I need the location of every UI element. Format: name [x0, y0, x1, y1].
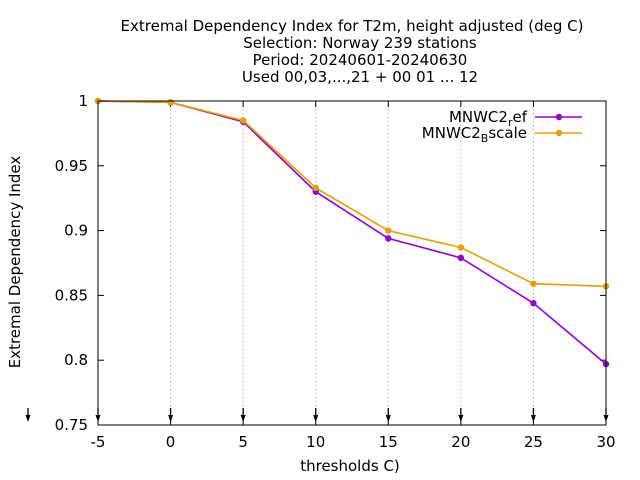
data-point — [530, 280, 537, 287]
chart-title: Extremal Dependency Index for T2m, heigh… — [121, 17, 584, 86]
legend-marker-0 — [555, 113, 563, 121]
marker-arrow-head — [458, 415, 464, 422]
bottom-markers — [25, 408, 609, 422]
x-tick-label: 5 — [238, 433, 248, 451]
y-tick-label: 0.95 — [55, 157, 88, 175]
series-line-0 — [97, 100, 607, 365]
marker-arrow-head — [385, 415, 391, 422]
legend-marker-1 — [555, 129, 563, 137]
grid — [170, 101, 534, 425]
data-point — [239, 117, 247, 124]
x-tick-label: 0 — [166, 433, 176, 451]
x-tick-label: 25 — [524, 433, 543, 451]
data-point — [312, 184, 319, 192]
title-line-3: Period: 20240601-20240630 — [253, 51, 468, 69]
data-point — [457, 244, 465, 251]
data-point — [530, 299, 537, 307]
series-line-1 — [97, 100, 607, 288]
data-point — [385, 235, 392, 242]
data-point — [167, 99, 174, 106]
marker-arrow-head — [25, 415, 31, 422]
title-line-2: Selection: Norway 239 stations — [243, 34, 477, 52]
x-tick-label: 30 — [596, 433, 615, 451]
y-tick-label: 0.75 — [55, 416, 88, 434]
axis-ticks — [97, 100, 607, 426]
x-axis-label: thresholds C) — [300, 457, 400, 475]
y-tick-labels: 0.75 0.8 0.85 0.9 0.95 1 — [55, 92, 88, 434]
plot-frame — [97, 100, 607, 426]
y-tick-label: 1 — [78, 92, 88, 110]
x-tick-label: 20 — [451, 433, 470, 451]
series-layer — [94, 97, 610, 368]
x-tick-labels: -5 0 5 10 15 20 25 30 — [91, 433, 616, 451]
legend-label-1: MNWC2Bscale — [422, 124, 527, 145]
legend-label-0: MNWC2ref — [449, 108, 528, 129]
marker-arrow-head — [313, 415, 319, 422]
title-line-1: Extremal Dependency Index for T2m, heigh… — [121, 17, 584, 35]
y-tick-label: 0.8 — [64, 351, 88, 369]
marker-arrow-head — [168, 415, 174, 422]
marker-arrow-head — [530, 415, 536, 422]
data-point — [457, 254, 465, 262]
marker-arrow-head — [95, 415, 101, 422]
x-tick-label: 15 — [379, 433, 398, 451]
y-axis-label: Extremal Dependency Index — [6, 156, 24, 369]
y-tick-label: 0.9 — [64, 222, 88, 240]
x-tick-label: 10 — [306, 433, 325, 451]
x-tick-label: -5 — [91, 433, 106, 451]
marker-arrow-head — [603, 415, 609, 422]
title-line-4: Used 00,03,...,21 + 00 01 ... 12 — [242, 68, 478, 86]
y-tick-label: 0.85 — [55, 286, 88, 304]
data-point — [385, 227, 392, 234]
marker-arrow-head — [240, 415, 246, 422]
